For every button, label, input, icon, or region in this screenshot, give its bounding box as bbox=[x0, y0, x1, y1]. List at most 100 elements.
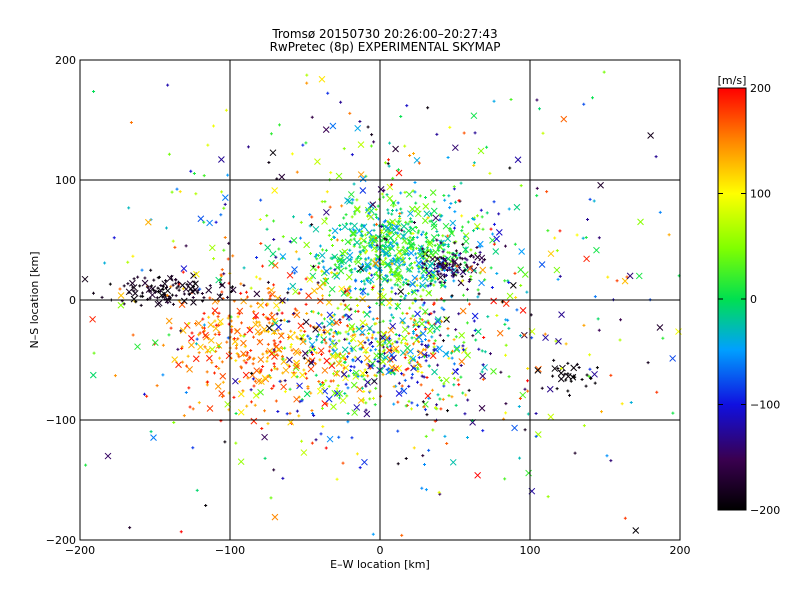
data-point-plus bbox=[346, 386, 350, 390]
data-point-x bbox=[420, 267, 428, 275]
data-point-x bbox=[316, 297, 324, 305]
data-point-x bbox=[312, 326, 319, 333]
data-point-plus bbox=[218, 293, 222, 297]
data-point-plus bbox=[174, 294, 178, 298]
data-point-x bbox=[197, 215, 205, 223]
data-point-x bbox=[287, 333, 294, 341]
data-point-x bbox=[621, 277, 629, 285]
data-point-x bbox=[253, 290, 261, 298]
data-point-x bbox=[359, 287, 367, 295]
data-point-x bbox=[421, 217, 429, 225]
data-point-plus bbox=[414, 327, 418, 331]
data-point-plus bbox=[454, 249, 458, 253]
data-point-plus bbox=[207, 315, 211, 319]
data-point-plus bbox=[352, 243, 356, 247]
data-point-x bbox=[104, 452, 112, 460]
data-point-x bbox=[388, 351, 396, 359]
data-point-plus bbox=[558, 229, 562, 233]
data-point-plus bbox=[218, 356, 222, 360]
data-point-plus bbox=[309, 391, 313, 395]
data-point-plus bbox=[416, 340, 420, 344]
data-point-x bbox=[479, 372, 487, 380]
data-point-x bbox=[237, 458, 245, 466]
data-point-x bbox=[419, 282, 426, 289]
data-point-x bbox=[195, 319, 203, 327]
data-point-x bbox=[323, 357, 331, 365]
data-point-plus bbox=[448, 125, 452, 129]
data-point-plus bbox=[103, 261, 107, 265]
data-point-plus bbox=[485, 211, 489, 215]
data-point-plus bbox=[325, 277, 329, 281]
data-point-x bbox=[207, 336, 215, 344]
data-point-plus bbox=[351, 358, 355, 362]
data-point-plus bbox=[444, 316, 448, 320]
data-point-plus bbox=[272, 339, 276, 343]
data-point-plus bbox=[217, 311, 221, 315]
data-point-x bbox=[331, 253, 339, 261]
data-point-x bbox=[219, 372, 227, 380]
data-point-plus bbox=[371, 364, 375, 368]
data-point-plus bbox=[344, 382, 348, 386]
data-point-plus bbox=[246, 351, 250, 355]
data-point-plus bbox=[383, 237, 387, 241]
data-point-plus bbox=[415, 283, 419, 287]
data-point-plus bbox=[415, 360, 419, 364]
data-point-x bbox=[363, 311, 371, 318]
data-point-plus bbox=[364, 351, 368, 355]
data-point-plus bbox=[303, 329, 307, 333]
data-point-plus bbox=[314, 362, 318, 366]
data-point-plus bbox=[411, 232, 415, 236]
data-point-plus bbox=[338, 331, 342, 335]
data-point-plus bbox=[435, 230, 439, 234]
data-point-plus bbox=[177, 282, 181, 286]
data-point-plus bbox=[331, 243, 335, 247]
data-point-plus bbox=[308, 348, 312, 352]
data-point-plus bbox=[376, 331, 380, 335]
data-point-x bbox=[518, 248, 526, 255]
data-point-plus bbox=[365, 268, 369, 272]
data-point-x bbox=[351, 222, 358, 230]
data-point-x bbox=[393, 270, 401, 278]
data-point-plus bbox=[139, 294, 143, 298]
data-point-plus bbox=[122, 284, 126, 288]
data-point-plus bbox=[274, 255, 278, 259]
data-point-plus bbox=[297, 291, 301, 295]
data-point-plus bbox=[345, 394, 349, 398]
data-point-plus bbox=[164, 226, 168, 230]
data-point-plus bbox=[236, 337, 240, 341]
data-point-plus bbox=[462, 131, 466, 135]
data-point-plus bbox=[417, 161, 421, 165]
data-point-x bbox=[476, 240, 484, 248]
data-point-plus bbox=[391, 316, 395, 320]
data-point-x bbox=[363, 354, 371, 362]
data-point-plus bbox=[84, 463, 88, 467]
data-point-plus bbox=[420, 374, 424, 378]
data-point-plus bbox=[302, 368, 306, 372]
data-point-plus bbox=[581, 236, 585, 240]
data-point-plus bbox=[397, 259, 401, 263]
data-point-plus bbox=[467, 388, 471, 392]
data-point-plus bbox=[329, 379, 333, 383]
data-point-plus bbox=[481, 429, 485, 433]
data-point-plus bbox=[258, 217, 262, 221]
data-point-plus bbox=[421, 454, 425, 458]
data-point-plus bbox=[299, 288, 303, 292]
data-point-plus bbox=[390, 290, 394, 294]
data-point-plus bbox=[272, 332, 276, 336]
data-point-plus bbox=[390, 286, 394, 290]
data-point-plus bbox=[245, 353, 249, 357]
data-point-plus bbox=[609, 373, 613, 377]
data-point-plus bbox=[380, 224, 384, 228]
data-point-plus bbox=[326, 91, 330, 95]
data-point-plus bbox=[367, 256, 371, 260]
data-point-plus bbox=[418, 276, 422, 280]
data-point-plus bbox=[411, 248, 415, 252]
data-point-plus bbox=[281, 354, 285, 358]
data-point-plus bbox=[287, 319, 291, 323]
data-point-plus bbox=[450, 229, 454, 233]
data-point-plus bbox=[405, 350, 409, 354]
data-point-plus bbox=[376, 359, 380, 363]
data-point-plus bbox=[435, 403, 439, 407]
data-point-plus bbox=[460, 225, 464, 229]
data-point-plus bbox=[389, 348, 393, 352]
